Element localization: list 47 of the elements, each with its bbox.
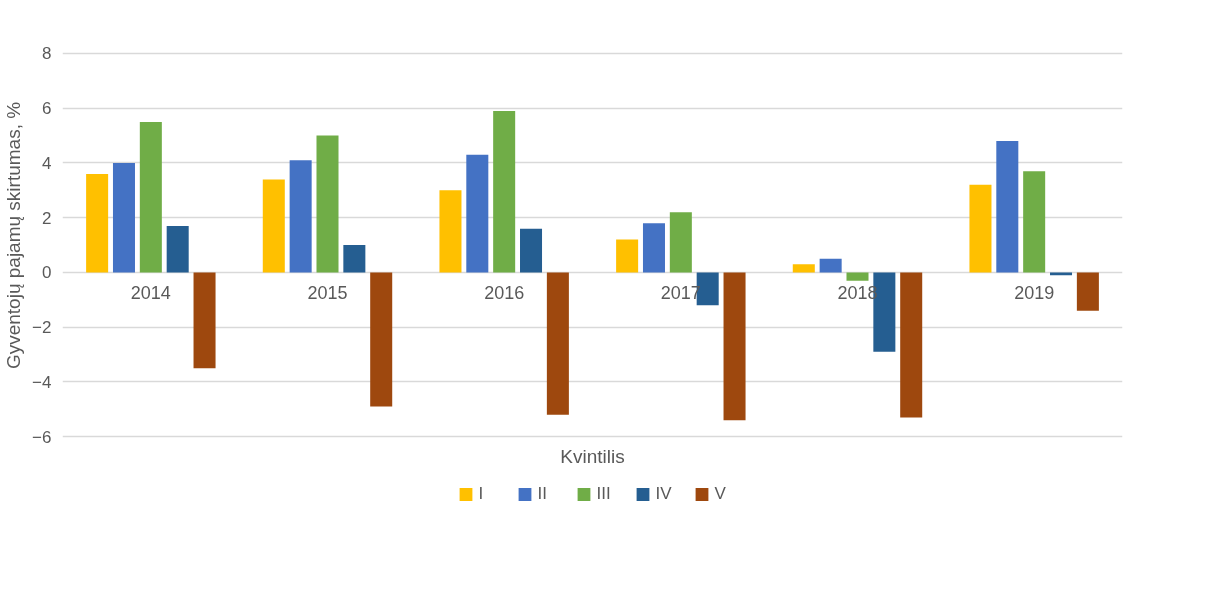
bar [493, 110, 516, 273]
y-tick-label: 6 [42, 99, 52, 119]
bar [139, 121, 162, 273]
bar [996, 141, 1019, 273]
bar [546, 272, 569, 415]
bar [289, 160, 312, 273]
legend-label: IV [655, 484, 673, 504]
bar [466, 154, 489, 273]
x-tick-label: 2014 [130, 283, 171, 304]
x-tick-label: 2016 [484, 283, 525, 304]
bar [343, 245, 366, 273]
y-tick-label: −2 [32, 318, 52, 338]
bar [112, 162, 135, 273]
x-tick-label: 2019 [1014, 283, 1055, 304]
legend-label: I [478, 484, 485, 504]
x-tick-label: 2015 [307, 283, 348, 304]
bar [316, 135, 339, 273]
y-tick-label: 4 [42, 153, 52, 173]
bar [1050, 272, 1073, 276]
bar [370, 272, 393, 407]
bar [819, 258, 842, 273]
y-axis-title: Gyventojų pajamų skirtumas, % [3, 101, 25, 370]
legend-label: III [596, 484, 612, 504]
bar [642, 223, 665, 273]
bar [166, 225, 189, 273]
legend-label: V [714, 484, 727, 504]
y-tick-label: −4 [32, 372, 52, 392]
y-tick-label: 8 [42, 44, 52, 64]
y-tick-label: −6 [32, 427, 52, 447]
bar [616, 239, 639, 273]
legend-label: II [537, 484, 548, 504]
y-tick-label: 2 [42, 208, 52, 228]
bar [86, 173, 109, 273]
x-axis-title: Kvintilis [560, 445, 625, 467]
bar [669, 212, 692, 273]
bar [900, 272, 923, 418]
bar [520, 228, 543, 273]
bar [262, 179, 285, 273]
bar [439, 190, 462, 273]
bar [723, 272, 746, 421]
bar [1023, 171, 1046, 273]
bar [193, 272, 216, 369]
bar [969, 184, 992, 273]
y-tick-label: 0 [42, 263, 52, 283]
bar [846, 272, 869, 281]
bar [1076, 272, 1099, 311]
bar [792, 264, 815, 273]
